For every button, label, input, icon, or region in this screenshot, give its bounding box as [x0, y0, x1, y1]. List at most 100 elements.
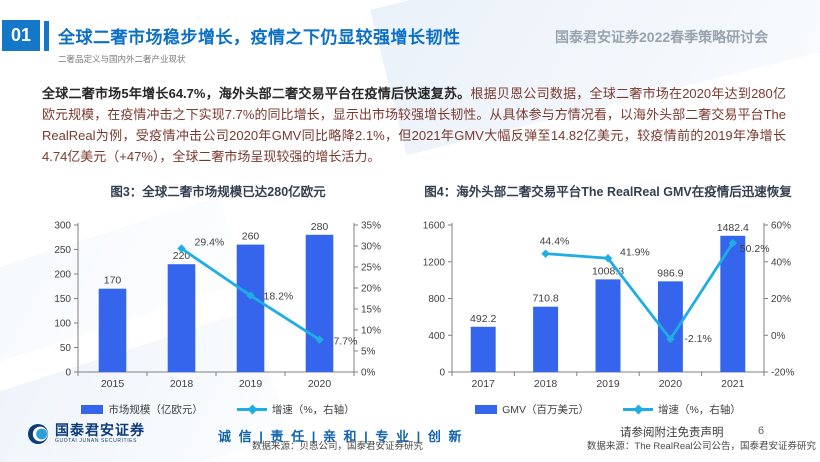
bar [98, 288, 127, 372]
diamond-marker-icon [247, 404, 258, 415]
left-tick-label: 400 [428, 331, 445, 342]
line-value-label: 50.2% [740, 243, 770, 255]
right-tick-label: 10% [361, 326, 381, 337]
left-tick-label: 0 [65, 368, 71, 379]
line-marker [666, 334, 675, 344]
right-tick-label: 20% [361, 284, 381, 295]
line-value-label: 44.4% [540, 236, 570, 248]
legend-label: 增速（%，右轴） [271, 404, 355, 416]
bar-swatch-icon [81, 405, 104, 414]
paragraph-lead-bold: 全球二奢市场5年增长64.7%，海外头部二奢交易平台在疫情后快速复苏。 [42, 86, 471, 101]
logo-text: 国泰君安证券 GUOTAI JUNAN SECURITIES [55, 423, 145, 445]
chart1-canvas: 0 50 100 150 200 250 300 0% 5% 10% 15% 20% 25% 30% 35%… [54, 221, 381, 391]
chart1-legend: 市场规模（亿欧元） 增速（%，右轴） [42, 402, 394, 417]
line-marker [177, 244, 186, 253]
paragraph-body-text: 根据贝恩公司数据，全球二奢市场在2020年达到280亿欧元规模，在疫情冲击之下实… [42, 86, 786, 164]
category-label: 2018 [534, 378, 558, 390]
legend-item-line: 增速（%，右轴） [236, 402, 355, 417]
line-value-label: 29.4% [195, 237, 225, 249]
line-marker [603, 254, 613, 263]
left-tick-label: 250 [54, 245, 71, 256]
conference-title: 国泰君安证券2022春季策略研讨会 [555, 29, 769, 45]
bar [470, 326, 496, 372]
right-tick-label: 40% [771, 257, 791, 268]
bar-value-label: 710.8 [532, 293, 558, 305]
bar [236, 244, 265, 372]
right-tick-label: 35% [361, 221, 381, 232]
category-label: 2019 [239, 378, 263, 390]
category-label: 2021 [721, 378, 745, 390]
left-tick-label: 100 [54, 319, 71, 330]
bar-value-label: 260 [242, 231, 260, 243]
chart2-legend: GMV（百万美元） 增速（%，右轴） [402, 402, 814, 417]
chart1-source: 数据来源：贝恩公司，国泰君安证券研究 [252, 441, 424, 452]
category-label: 2017 [472, 378, 496, 390]
legend-item-bar: 市场规模（亿欧元） [81, 402, 203, 417]
chart2-source: 数据来源：The RealReal公司公告，国泰君安证券研究 [586, 441, 816, 452]
category-label: 2019 [596, 378, 620, 390]
line-marker [728, 238, 737, 248]
chart1-title: 图3：全球二奢市场规模已达280亿欧元 [110, 185, 326, 199]
bar [167, 264, 196, 372]
header-divider [44, 21, 49, 51]
company-slogan: 诚 信 | 责 任 | 亲 和 | 专 业 | 创 新 [218, 429, 464, 444]
category-label: 2018 [170, 378, 194, 390]
category-label: 2020 [308, 378, 332, 390]
legend-item-line: 增速（%，右轴） [623, 402, 741, 417]
bar-value-label: 492.2 [470, 313, 496, 325]
left-tick-label: 1200 [423, 257, 446, 268]
logo-name-cn: 国泰君安证券 [55, 422, 145, 438]
right-tick-label: 5% [361, 347, 376, 358]
line-value-label: -2.1% [684, 333, 711, 345]
disclaimer-note: 请参阅附注免责声明 [620, 427, 724, 439]
left-tick-label: 800 [428, 294, 445, 305]
left-tick-label: 200 [54, 270, 71, 281]
line-value-label: 7.7% [334, 336, 358, 348]
bar [595, 279, 621, 372]
right-tick-label: 0% [771, 331, 786, 342]
right-tick-label: 60% [771, 221, 791, 232]
line-swatch-icon [236, 404, 267, 415]
legend-item-bar: GMV（百万美元） [475, 402, 589, 417]
page-title: 全球二奢市场稳步增长，疫情之下仍显较强增长韧性 [58, 28, 461, 47]
left-tick-label: 50 [60, 343, 72, 354]
body-paragraph: 全球二奢市场5年增长64.7%，海外头部二奢交易平台在疫情后快速复苏。根据贝恩公… [42, 83, 786, 167]
guotai-junan-logo-icon [28, 424, 48, 444]
page-subtitle: 二奢品定义与国内外二奢产业现状 [58, 54, 186, 64]
legend-label: 增速（%，右轴） [658, 404, 741, 416]
bar-value-label: 170 [104, 275, 122, 287]
line-value-label: 18.2% [264, 291, 294, 303]
left-tick-label: 0 [439, 368, 445, 379]
bar-value-label: 280 [311, 221, 329, 233]
legend-label: GMV（百万美元） [502, 404, 590, 416]
line-swatch-icon [623, 404, 654, 415]
chart-card-realreal-gmv: 图4：海外头部二奢交易平台The RealReal GMV在疫情后迅速恢复 0 4… [402, 181, 814, 417]
section-number-badge: 01 [2, 20, 40, 51]
bar-value-label: 986.9 [657, 267, 683, 279]
bar [533, 306, 559, 372]
company-logo: 国泰君安证券 GUOTAI JUNAN SECURITIES [27, 423, 145, 445]
logo-name-en: GUOTAI JUNAN SECURITIES [55, 438, 138, 444]
left-tick-label: 300 [54, 221, 71, 232]
line-marker [541, 249, 550, 258]
page-number: 6 [758, 425, 765, 437]
legend-label: 市场规模（亿欧元） [108, 404, 203, 416]
left-tick-label: 150 [54, 294, 71, 305]
category-label: 2020 [659, 378, 683, 390]
right-tick-label: 20% [771, 294, 791, 305]
bar-value-label: 1482.4 [717, 222, 749, 234]
line-series [545, 242, 734, 342]
right-tick-label: 0% [361, 368, 376, 379]
category-label: 2015 [101, 378, 125, 390]
line-marker [246, 291, 255, 300]
right-tick-label: 30% [361, 242, 381, 253]
line-value-label: 41.9% [620, 246, 650, 258]
chart2-canvas: 0 400 800 1200 1600 -20% 0% 20% 40% 60% 2017 2018 20… [423, 221, 795, 391]
diamond-marker-icon [633, 404, 644, 415]
chart2-title: 图4：海外头部二奢交易平台The RealReal GMV在疫情后迅速恢复 [424, 185, 792, 199]
left-tick-label: 1600 [423, 221, 446, 232]
bar [720, 235, 746, 372]
right-tick-label: -20% [771, 368, 794, 379]
bar-swatch-icon [475, 405, 498, 414]
